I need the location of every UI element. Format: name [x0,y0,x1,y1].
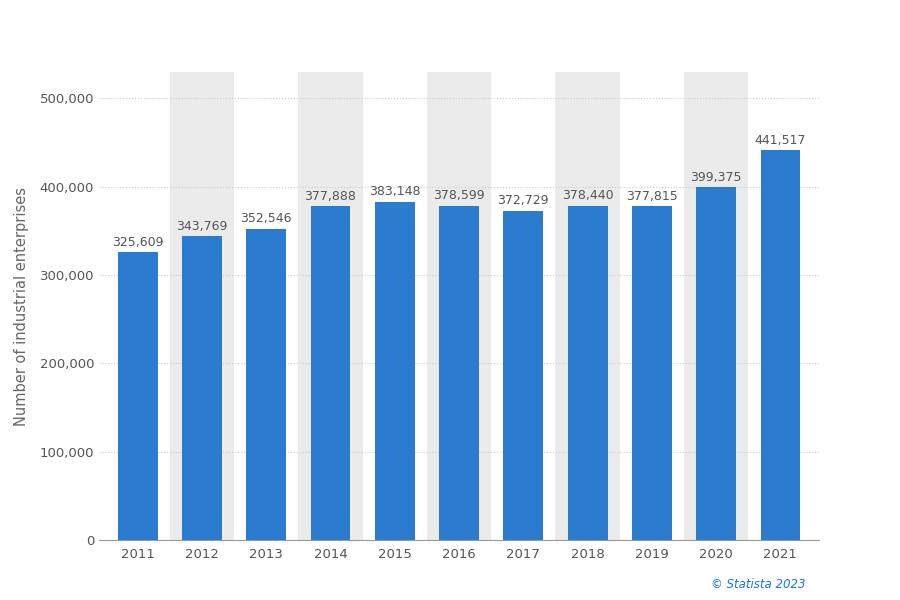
Text: 325,609: 325,609 [112,236,163,249]
Y-axis label: Number of industrial enterprises: Number of industrial enterprises [14,187,29,425]
Bar [427,72,491,540]
Text: © Statista 2023: © Statista 2023 [711,578,806,591]
Bar [555,72,620,540]
Bar [247,229,286,540]
Bar [298,72,363,540]
Text: 372,729: 372,729 [498,194,549,208]
Text: 441,517: 441,517 [755,134,806,146]
Text: 352,546: 352,546 [240,212,292,225]
Bar [684,72,748,540]
Bar [374,202,415,540]
Bar [503,211,544,540]
Bar [182,236,221,540]
Bar [697,187,736,540]
Text: 378,440: 378,440 [562,189,614,202]
Text: 399,375: 399,375 [690,171,742,184]
Bar [170,72,234,540]
Text: 377,815: 377,815 [626,190,678,203]
Text: 343,769: 343,769 [176,220,228,233]
Bar [568,206,608,540]
Bar [439,206,479,540]
Bar [310,206,350,540]
Bar [632,206,671,540]
Text: 378,599: 378,599 [433,189,485,202]
Bar [118,253,158,540]
Text: 383,148: 383,148 [369,185,420,198]
Text: 377,888: 377,888 [304,190,356,203]
Bar [760,150,800,540]
